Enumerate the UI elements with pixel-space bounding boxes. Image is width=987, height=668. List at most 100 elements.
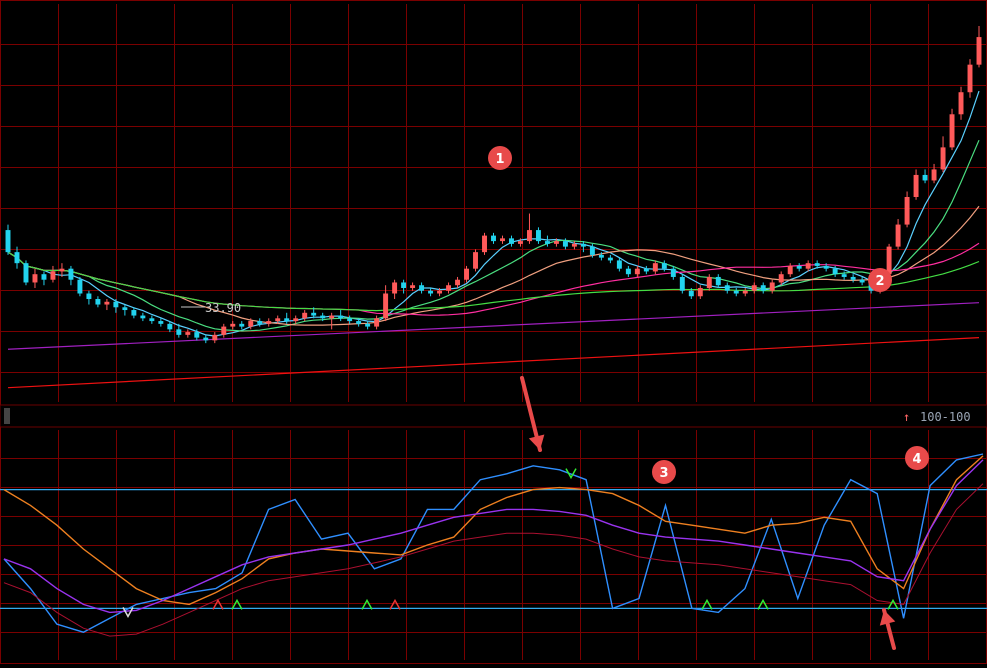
ma5-line xyxy=(7,90,980,337)
candle-body xyxy=(86,293,92,300)
candle-body xyxy=(670,268,676,277)
scroll-handle[interactable] xyxy=(4,408,10,424)
candle-body xyxy=(338,315,344,319)
ma10-line xyxy=(7,139,980,332)
candle-body xyxy=(940,147,946,170)
fast-line xyxy=(3,453,984,633)
peak-arrow-head xyxy=(528,434,545,450)
candle-body xyxy=(526,230,532,242)
candle-body xyxy=(742,290,748,294)
candle-body xyxy=(482,235,487,253)
candle-body xyxy=(32,274,38,283)
candle-body xyxy=(59,268,65,272)
buy-signal-marker xyxy=(757,598,769,610)
candle-body xyxy=(580,243,586,247)
candle-body xyxy=(266,321,272,324)
candle-body xyxy=(679,276,685,291)
candle-body xyxy=(203,337,209,341)
candle-body xyxy=(104,301,110,305)
candle-body xyxy=(320,315,326,319)
candle-body xyxy=(302,312,308,319)
candle-body xyxy=(661,263,667,269)
candle-body xyxy=(122,307,128,311)
candle-body xyxy=(284,318,290,322)
ma60-line xyxy=(7,251,980,312)
candle-body xyxy=(464,268,469,280)
candle-body xyxy=(383,293,389,319)
candle-body xyxy=(365,323,371,327)
annotation-badge-number: 3 xyxy=(659,466,668,481)
candle-body xyxy=(491,235,496,242)
candle-body xyxy=(958,92,964,115)
annotation-badge-number: 1 xyxy=(495,152,504,167)
candle-body xyxy=(194,332,200,338)
annotation-badge-number: 4 xyxy=(912,452,921,467)
candle-body xyxy=(688,290,694,297)
candle-body xyxy=(535,230,541,242)
candle-body xyxy=(715,276,721,286)
ma120-line xyxy=(7,302,980,350)
candle-body xyxy=(167,323,173,330)
indicator-lines xyxy=(0,453,987,637)
indicator-header-label: 100-100 xyxy=(920,410,971,424)
candle-body xyxy=(140,315,146,319)
candle-body xyxy=(374,318,380,327)
candle-body xyxy=(751,285,757,291)
candle-body xyxy=(625,268,631,275)
candle-body xyxy=(949,114,955,148)
candle-body xyxy=(68,268,74,280)
ma250-line xyxy=(7,337,980,389)
annotation-badge xyxy=(905,446,929,470)
candle-body xyxy=(176,329,182,335)
candle-body xyxy=(185,332,191,335)
annotation-arrows xyxy=(520,376,896,650)
candle-body xyxy=(805,263,811,269)
candle-body xyxy=(616,260,622,269)
candle-body xyxy=(832,268,838,275)
candle-body xyxy=(401,282,407,288)
candle-body xyxy=(796,265,802,269)
candle-body xyxy=(275,318,281,322)
candle-body xyxy=(706,276,712,288)
candle-body xyxy=(652,263,658,272)
buy-signal-marker xyxy=(389,598,401,610)
sell-signal-marker xyxy=(122,607,134,618)
candle-body xyxy=(518,241,523,244)
annotation-badges: 1 2 3 4 xyxy=(488,146,929,484)
buy-signal-marker xyxy=(231,598,243,610)
buy-signal-marker xyxy=(701,598,713,610)
candle-body xyxy=(787,265,793,275)
candle-body xyxy=(446,285,452,291)
candle-body xyxy=(509,238,514,244)
candle-body xyxy=(850,276,856,280)
candle-body xyxy=(230,323,236,327)
annotation-badge-number: 2 xyxy=(875,274,884,289)
candle-body xyxy=(14,252,20,264)
candle-body xyxy=(733,290,739,294)
candle-body xyxy=(778,274,784,283)
panel-divider[interactable]: ↑ 100-100 xyxy=(0,404,987,428)
candle-body xyxy=(823,265,829,269)
sell-signal-marker xyxy=(565,468,577,480)
candle-body xyxy=(212,334,218,341)
trail-line xyxy=(3,483,984,637)
indicator-header-arrow: ↑ xyxy=(903,410,910,424)
candle-body xyxy=(724,285,730,291)
candle-body xyxy=(931,169,937,181)
candle-body xyxy=(419,285,425,291)
candle-body xyxy=(41,274,47,280)
candle-body xyxy=(248,321,254,327)
candle-body xyxy=(347,318,353,322)
candle-body xyxy=(643,268,649,272)
signal-markers xyxy=(122,468,899,618)
candle-body xyxy=(598,254,604,258)
candle-body xyxy=(392,282,398,294)
candle-body xyxy=(967,64,973,93)
candle-body xyxy=(841,274,847,277)
candle-body xyxy=(113,301,119,308)
candle-body xyxy=(5,230,11,253)
panel-divider-bar[interactable] xyxy=(0,404,987,428)
